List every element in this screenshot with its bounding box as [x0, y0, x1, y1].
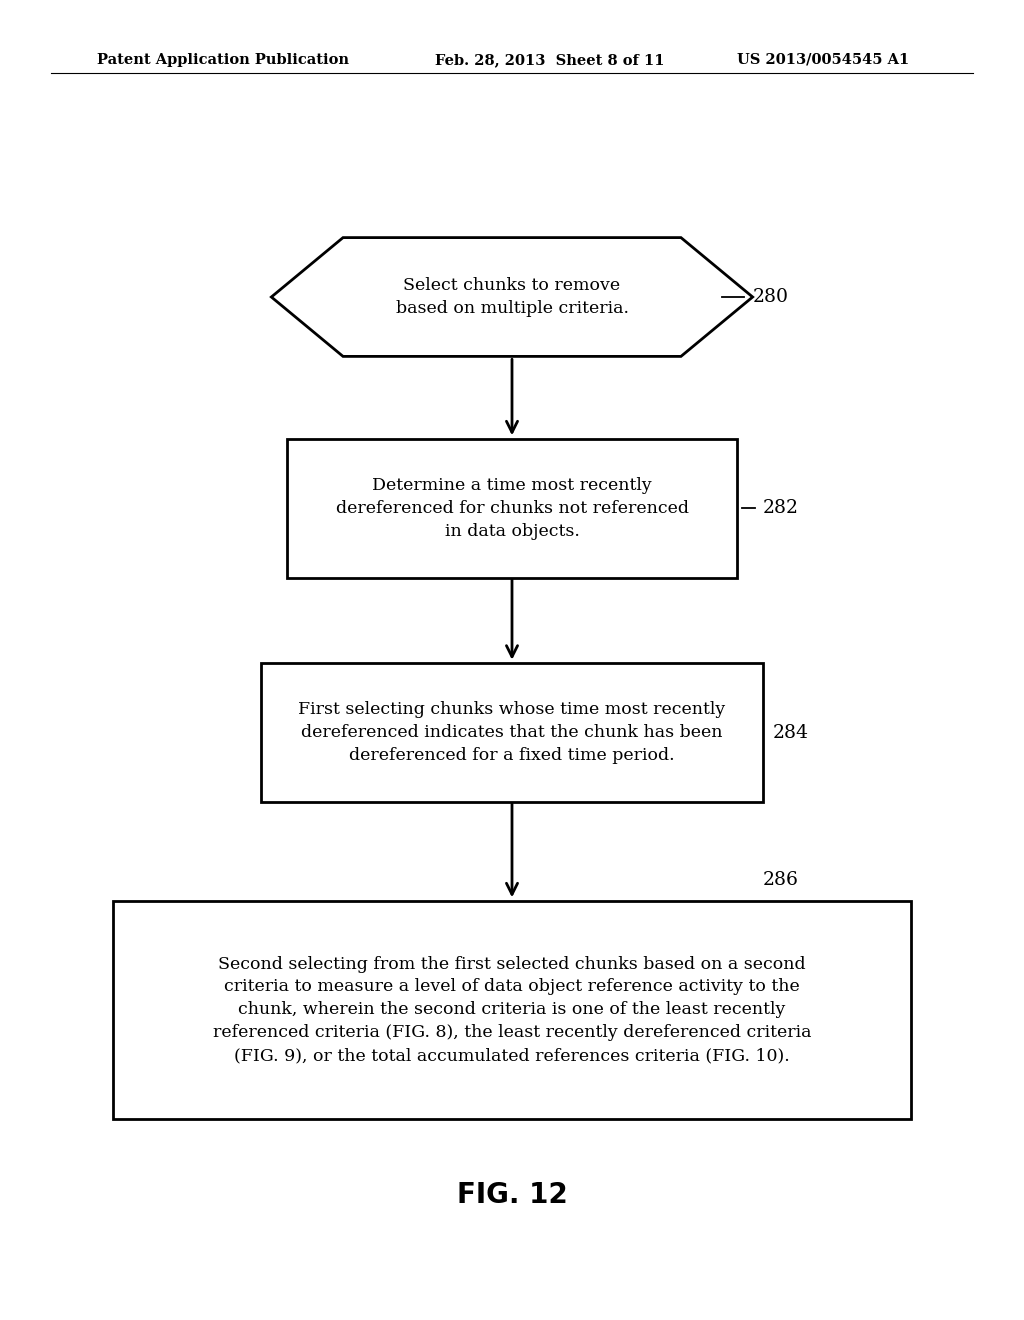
Bar — [113, 900, 911, 1119]
Text: Feb. 28, 2013  Sheet 8 of 11: Feb. 28, 2013 Sheet 8 of 11 — [435, 53, 665, 67]
Text: Select chunks to remove
based on multiple criteria.: Select chunks to remove based on multipl… — [395, 277, 629, 317]
Text: Determine a time most recently
dereferenced for chunks not referenced
in data ob: Determine a time most recently dereferen… — [336, 477, 688, 540]
Text: Second selecting from the first selected chunks based on a second
criteria to me: Second selecting from the first selected… — [213, 956, 811, 1064]
Bar — [287, 438, 737, 578]
Polygon shape — [271, 238, 753, 356]
Text: 286: 286 — [763, 871, 799, 890]
Text: 284: 284 — [773, 723, 809, 742]
Text: FIG. 12: FIG. 12 — [457, 1180, 567, 1209]
Text: US 2013/0054545 A1: US 2013/0054545 A1 — [737, 53, 909, 67]
Text: 280: 280 — [753, 288, 788, 306]
Text: First selecting chunks whose time most recently
dereferenced indicates that the : First selecting chunks whose time most r… — [298, 701, 726, 764]
Text: Patent Application Publication: Patent Application Publication — [97, 53, 349, 67]
Bar — [261, 663, 763, 801]
Text: 282: 282 — [763, 499, 799, 517]
